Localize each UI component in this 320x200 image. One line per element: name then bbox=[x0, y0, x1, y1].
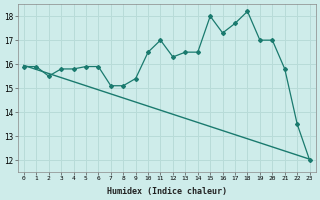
X-axis label: Humidex (Indice chaleur): Humidex (Indice chaleur) bbox=[107, 187, 227, 196]
